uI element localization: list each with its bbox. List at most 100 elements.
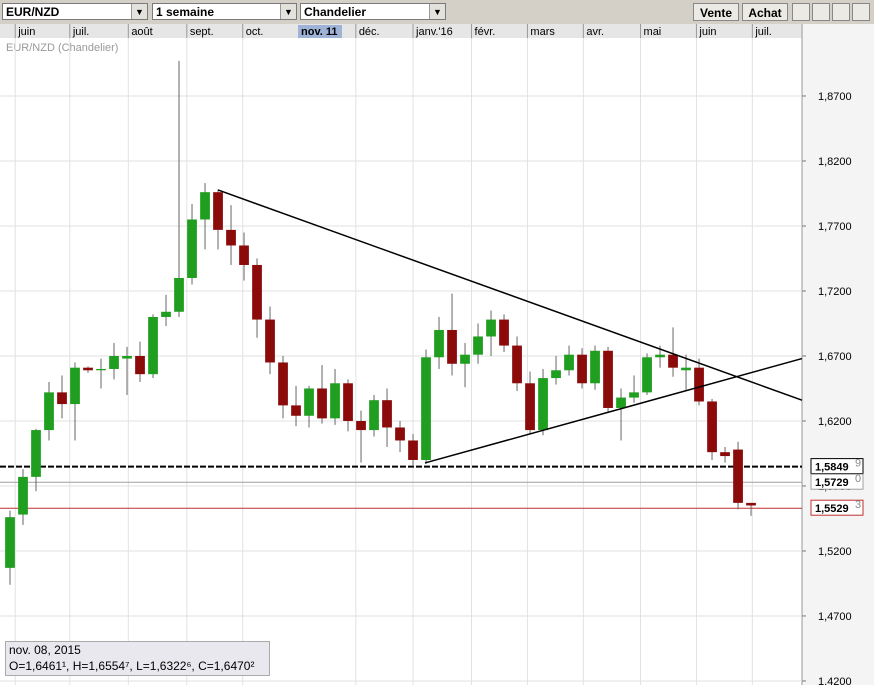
x-tick-label: juil. — [72, 26, 90, 38]
candle-body — [577, 354, 587, 384]
candle-body — [135, 355, 145, 375]
style-select[interactable]: Chandelier ▼ — [300, 3, 446, 20]
price-box — [810, 458, 864, 475]
candle-body — [44, 392, 54, 431]
candle-body — [642, 357, 652, 393]
price-label-sup: 9 — [855, 458, 861, 470]
x-tick-label: juin — [17, 26, 35, 38]
candle-body — [668, 354, 678, 368]
candle-body — [447, 329, 457, 364]
buy-button[interactable]: Achat — [742, 3, 788, 21]
candle-body — [187, 219, 197, 278]
tool-icon[interactable] — [812, 3, 830, 21]
y-tick-label: 1,4200 — [818, 676, 852, 685]
period-select[interactable]: 1 semaine ▼ — [152, 3, 297, 20]
x-tick-label: avr. — [586, 26, 604, 38]
candle-body — [226, 229, 236, 246]
candle-body — [434, 329, 444, 358]
y-tick-label: 1,4700 — [818, 611, 852, 623]
info-box: nov. 08, 2015 O=1,6461¹, H=1,6554⁷, L=1,… — [5, 641, 270, 676]
trend-line — [424, 357, 803, 464]
dropdown-arrow: ▼ — [280, 4, 296, 19]
candle-body — [31, 430, 41, 477]
candle-body — [694, 367, 704, 402]
candle-body — [18, 476, 28, 515]
toolbar: EUR/NZD ▼ 1 semaine ▼ Chandelier ▼ Vente Ac… — [0, 0, 874, 25]
style: Chandelier — [304, 5, 367, 19]
candle-body — [499, 319, 509, 346]
candle-body — [408, 440, 418, 460]
candle-body — [252, 264, 262, 320]
candle-body — [109, 355, 119, 369]
candle-body — [148, 316, 158, 375]
price-box — [810, 473, 864, 490]
y-tick-label: 1,7200 — [818, 286, 852, 298]
candle-body — [616, 397, 626, 408]
sell-button[interactable]: Vente — [693, 3, 739, 21]
candle-body — [746, 502, 756, 506]
candle-body — [655, 354, 665, 358]
x-tick-label: oct. — [246, 26, 264, 38]
y-tick-label: 1,8700 — [818, 91, 852, 103]
candle-body — [174, 277, 184, 312]
candle-body — [57, 392, 67, 405]
crosshair-box — [298, 25, 342, 38]
candle-body — [83, 367, 93, 371]
candle-body — [70, 367, 80, 405]
candle-body — [720, 452, 730, 457]
info-date: nov. 08, 2015 — [9, 643, 81, 657]
candle-body — [317, 388, 327, 419]
tool-icon[interactable] — [832, 3, 850, 21]
candle-body — [356, 420, 366, 431]
candle-body — [122, 355, 132, 359]
candle-body — [200, 192, 210, 220]
candle-body — [291, 405, 301, 416]
tool-icon[interactable] — [792, 3, 810, 21]
candle-body — [369, 400, 379, 431]
candle-body — [512, 345, 522, 384]
y-tick-label: 1,7700 — [818, 221, 852, 233]
price-label: 1,5849 — [815, 462, 849, 474]
trend-line — [217, 189, 803, 401]
candle-body — [460, 354, 470, 364]
x-tick-label: janv.'16 — [415, 26, 453, 38]
candle-body — [304, 388, 314, 416]
symbol: EUR/NZD — [6, 5, 60, 19]
candle-body — [564, 354, 574, 371]
candle-body — [733, 449, 743, 503]
chart-title: EUR/NZD (Chandelier) — [6, 42, 118, 54]
price-label-sup: 3 — [855, 499, 861, 511]
candle-body — [382, 400, 392, 428]
x-tick-label: août — [131, 26, 152, 38]
candle-body — [395, 427, 405, 441]
candle-body — [330, 383, 340, 419]
candle-body — [278, 362, 288, 406]
x-tick-label: févr. — [475, 26, 496, 38]
candle-body — [525, 383, 535, 431]
y-axis-band — [802, 24, 874, 685]
candle-body — [473, 336, 483, 355]
price-box — [810, 499, 864, 516]
candle-body — [265, 319, 275, 363]
tool-icon[interactable] — [852, 3, 870, 21]
price-label-sup: 0 — [855, 473, 861, 485]
candle-body — [239, 245, 249, 265]
chart: EUR/NZD (Chandelier) 1,8700 1,8200 1,7700 1… — [0, 24, 874, 685]
candle-body — [551, 370, 561, 379]
candle-body — [603, 350, 613, 408]
period: 1 semaine — [156, 5, 215, 19]
y-tick-label: 1,5200 — [818, 546, 852, 558]
candle-body — [681, 367, 691, 371]
x-tick-label: déc. — [359, 26, 380, 38]
candle-body — [421, 357, 431, 460]
y-tick-label: 1,6200 — [818, 416, 852, 428]
candle-body — [96, 368, 106, 371]
x-tick-label: sept. — [190, 26, 214, 38]
price-label: 1,5529 — [815, 503, 849, 515]
symbol-select[interactable]: EUR/NZD ▼ — [2, 3, 148, 20]
info-ohlc: O=1,6461¹, H=1,6554⁷, L=1,6322⁶, C=1,647… — [9, 659, 255, 673]
x-tick-label: juin — [698, 26, 716, 38]
dropdown-arrow: ▼ — [131, 4, 147, 19]
x-tick-label: mars — [530, 26, 555, 38]
y-tick-label: 1,8200 — [818, 156, 852, 168]
